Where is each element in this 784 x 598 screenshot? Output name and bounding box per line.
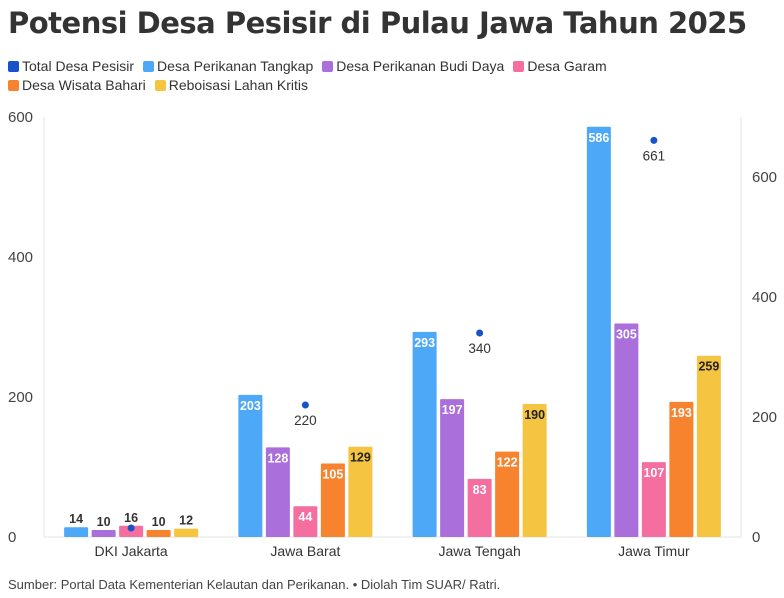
- bar-value-label: 16: [124, 511, 138, 525]
- bar-value-label: 129: [350, 451, 371, 465]
- bar-value-label: 305: [616, 328, 637, 342]
- y-tick-label-right: 600: [752, 169, 777, 186]
- x-tick-label: Jawa Tengah: [439, 543, 521, 559]
- bar-value-label: 586: [588, 131, 609, 145]
- bar: [174, 528, 199, 537]
- bar-value-label: 105: [322, 468, 343, 482]
- legend: Total Desa Pesisir Desa Perikanan Tangkap…: [8, 58, 658, 93]
- bar: [238, 394, 263, 537]
- total-value-label: 340: [468, 341, 491, 356]
- y-tick-label-left: 400: [8, 249, 33, 266]
- bar-value-label: 128: [267, 451, 288, 465]
- legend-swatch: [322, 60, 334, 72]
- bar: [64, 527, 89, 537]
- legend-swatch: [154, 79, 166, 91]
- source-note: Sumber: Portal Data Kementerian Kelautan…: [8, 577, 501, 592]
- legend-swatch: [8, 60, 19, 72]
- total-point: [650, 136, 658, 144]
- bar-value-label: 107: [643, 466, 664, 480]
- x-tick-label: DKI Jakarta: [95, 543, 168, 559]
- legend-item: Desa Wisata Bahari: [8, 77, 146, 93]
- bar: [467, 478, 492, 537]
- bar-value-label: 83: [473, 483, 487, 497]
- bar-value-label: 293: [414, 336, 435, 350]
- y-tick-label-left: 0: [8, 529, 16, 546]
- bar-value-label: 10: [152, 515, 166, 529]
- x-tick-label: Jawa Barat: [270, 543, 340, 559]
- bar-value-label: 197: [442, 403, 463, 417]
- legend-label: Total Desa Pesisir: [22, 58, 135, 74]
- bar-value-label: 44: [298, 510, 312, 524]
- y-tick-label-left: 200: [8, 389, 33, 406]
- legend-label: Desa Perikanan Tangkap: [157, 58, 314, 74]
- bar-value-label: 190: [524, 408, 545, 422]
- bar: [91, 530, 116, 537]
- bar: [412, 331, 437, 537]
- legend-label: Reboisasi Lahan Kritis: [168, 77, 309, 93]
- bar: [586, 126, 611, 538]
- legend-item: Total Desa Pesisir: [8, 58, 134, 74]
- legend-label: Desa Perikanan Budi Daya: [336, 58, 505, 74]
- bar-value-label: 14: [69, 512, 83, 526]
- bar-value-label: 203: [240, 399, 261, 413]
- bar-value-label: 193: [671, 406, 692, 420]
- x-tick-label: Jawa Timur: [618, 543, 690, 559]
- y-tick-label-right: 200: [752, 409, 777, 426]
- legend-item: Desa Garam: [513, 58, 607, 74]
- bar: [146, 530, 171, 537]
- total-point: [476, 329, 484, 337]
- bar: [293, 506, 318, 537]
- bar: [440, 399, 465, 537]
- legend-item: Desa Perikanan Tangkap: [143, 58, 313, 74]
- bar: [495, 451, 520, 537]
- bar: [614, 323, 639, 537]
- bar: [696, 355, 721, 537]
- legend-label: Desa Garam: [527, 58, 607, 74]
- bar-value-label: 122: [497, 456, 518, 470]
- total-value-label: 661: [643, 148, 666, 163]
- bar: [522, 404, 547, 537]
- legend-item: Reboisasi Lahan Kritis: [154, 77, 309, 93]
- y-tick-label-left: 600: [8, 109, 33, 126]
- y-tick-label-right: 0: [752, 529, 760, 546]
- chart-title: Potensi Desa Pesisir di Pulau Jawa Tahun…: [8, 6, 747, 40]
- legend-swatch: [143, 60, 155, 72]
- bar-value-label: 12: [179, 514, 193, 528]
- legend-swatch: [513, 60, 525, 72]
- bar: [320, 463, 345, 537]
- bar-value-label: 259: [698, 360, 719, 374]
- total-value-label: 220: [294, 413, 317, 428]
- y-tick-label-right: 400: [752, 289, 777, 306]
- legend-label: Desa Wisata Bahari: [22, 77, 146, 93]
- legend-swatch: [8, 79, 19, 91]
- bar: [641, 462, 666, 537]
- bar: [348, 446, 373, 537]
- total-point: [127, 524, 135, 532]
- bar: [265, 447, 290, 537]
- bar: [669, 401, 694, 537]
- total-point: [301, 401, 309, 409]
- bar-value-label: 10: [97, 515, 111, 529]
- legend-item: Desa Perikanan Budi Daya: [322, 58, 504, 74]
